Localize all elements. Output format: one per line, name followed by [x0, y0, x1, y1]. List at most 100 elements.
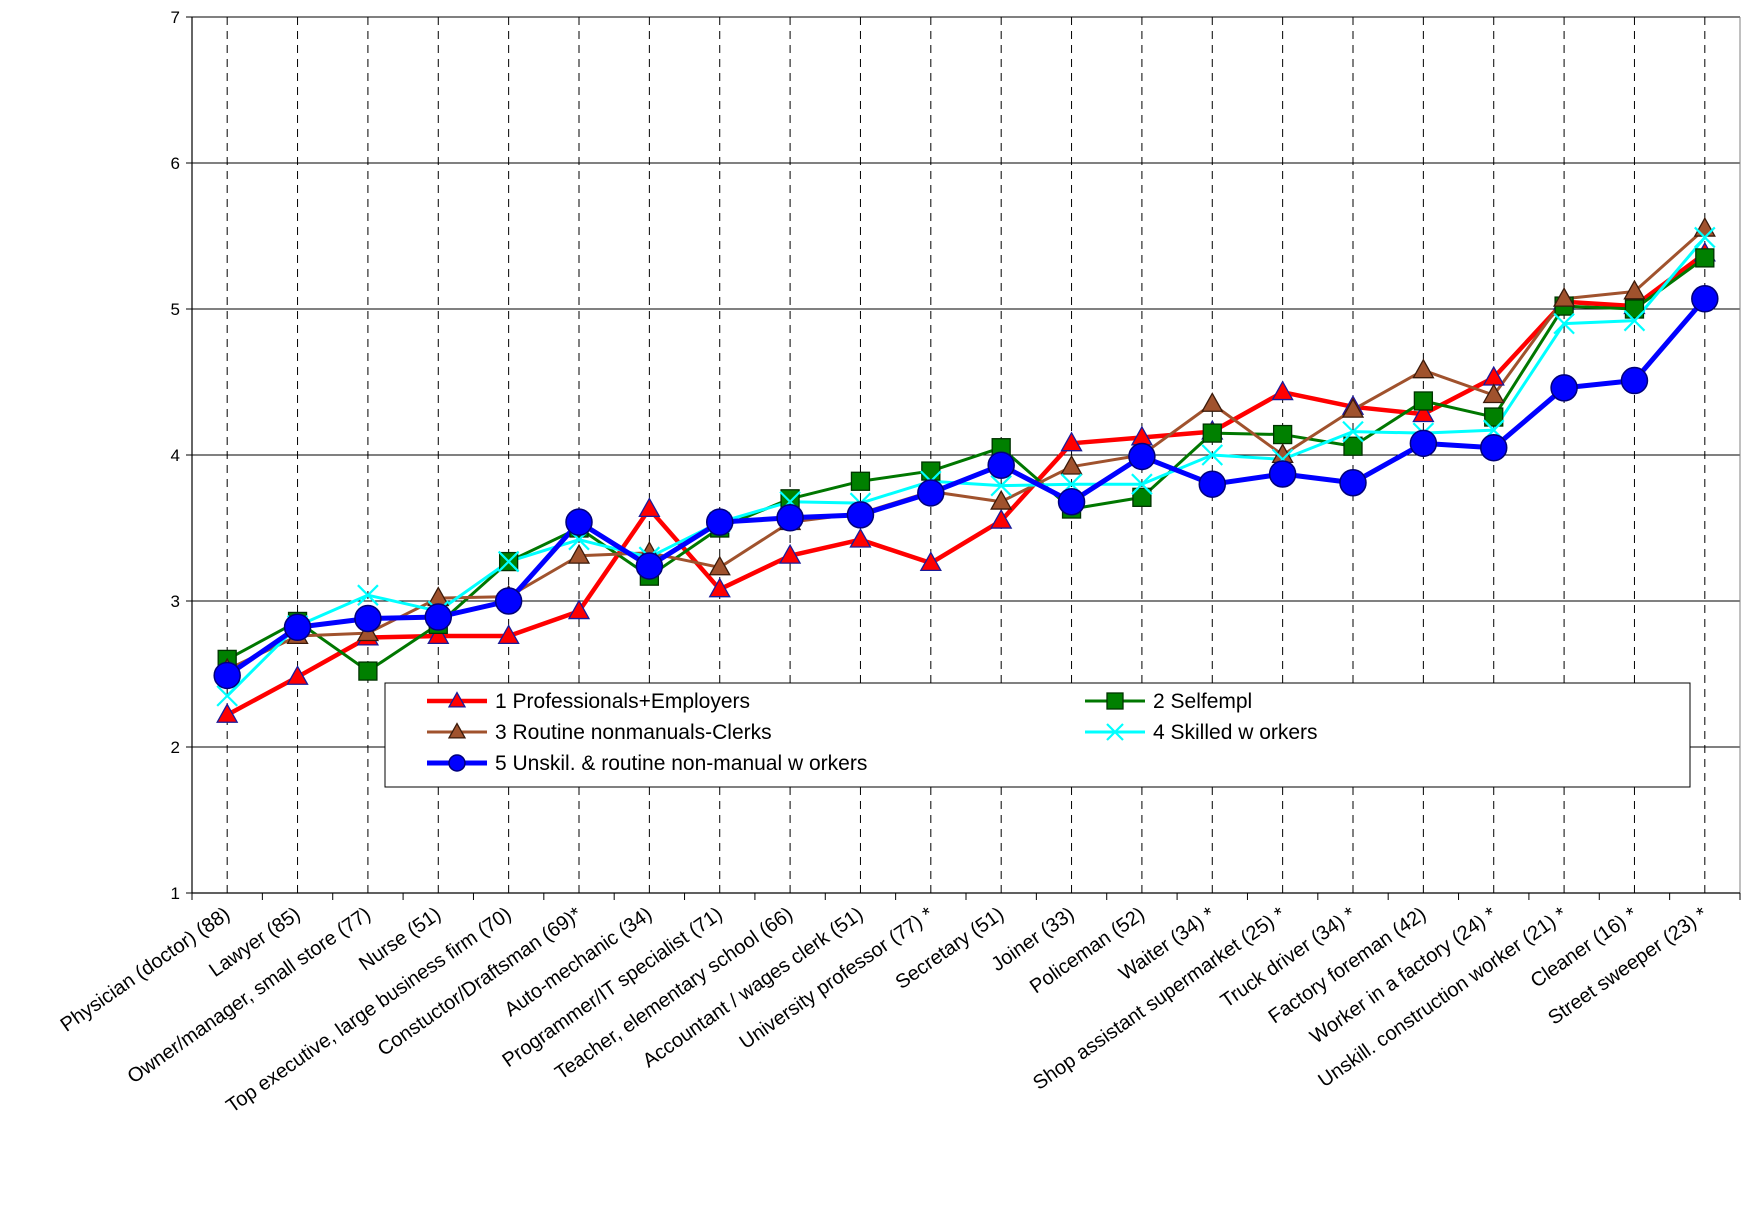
legend-entry: 3 Routine nonmanuals-Clerks — [427, 721, 772, 744]
data-point-square — [1343, 436, 1363, 456]
data-point-triangle — [849, 527, 872, 548]
y-tick-label: 6 — [171, 154, 180, 173]
data-point-circle — [283, 613, 312, 642]
data-point-circle — [846, 501, 875, 529]
legend: 1 Professionals+Employers 2 Selfempl 3 Rou… — [384, 682, 1691, 788]
data-point-triangle — [778, 543, 802, 564]
data-point-square — [1413, 391, 1434, 411]
legend-entry: 5 Unskil. & routine non-manual w orkers — [427, 752, 867, 775]
data-point-triangle — [1412, 358, 1435, 379]
y-tick-label: 2 — [171, 738, 180, 757]
legend-entry: 1 Professionals+Employers — [427, 690, 750, 713]
data-point-triangle — [1412, 402, 1435, 423]
data-point-square — [850, 471, 871, 491]
legend-label: 2 Selfempl — [1153, 690, 1252, 713]
data-point-triangle — [286, 665, 309, 685]
y-tick-label: 4 — [171, 446, 180, 465]
data-point-circle — [917, 479, 945, 507]
series-line — [226, 256, 1706, 673]
data-point-triangle — [216, 703, 239, 723]
data-point-x — [990, 474, 1012, 497]
data-point-circle — [494, 587, 523, 615]
data-point-x — [497, 550, 520, 573]
data-point-triangle — [497, 624, 520, 645]
data-point-circle — [354, 604, 382, 633]
data-point-triangle — [1341, 397, 1365, 418]
x-tick-label: Shop assistant supermarket (25) * — [1029, 903, 1289, 1095]
data-point-square — [358, 661, 378, 681]
data-point-triangle — [1201, 392, 1224, 412]
legend-entry: 2 Selfempl — [1085, 690, 1252, 713]
legend-label: 4 Skilled w orkers — [1153, 721, 1318, 744]
data-point-circle — [635, 552, 664, 580]
data-point-triangle — [567, 543, 591, 564]
series-3 — [226, 227, 1706, 671]
data-point-circle — [1691, 285, 1719, 313]
data-point-triangle — [1693, 216, 1716, 237]
data-point-circle — [705, 508, 734, 536]
series-2 — [226, 256, 1706, 673]
data-point-circle — [1550, 374, 1578, 402]
data-point-square — [1272, 424, 1293, 445]
legend-label: 1 Professionals+Employers — [495, 690, 750, 713]
data-point-circle — [1620, 366, 1649, 395]
series-line — [226, 251, 1707, 717]
data-point-square — [1624, 299, 1645, 319]
data-point-circle — [776, 504, 804, 532]
data-point-triangle — [447, 691, 467, 708]
y-tick-label: 7 — [171, 8, 180, 27]
data-point-triangle — [1482, 383, 1505, 404]
data-point-circle — [1057, 487, 1086, 516]
y-tick-label: 5 — [171, 300, 180, 319]
series-line — [226, 227, 1706, 671]
data-point-triangle — [1060, 431, 1083, 452]
data-point-x — [1694, 226, 1716, 249]
data-point-x — [357, 584, 379, 606]
data-point-triangle — [567, 599, 591, 620]
y-tick-label: 3 — [171, 592, 180, 611]
data-point-square — [1484, 407, 1504, 427]
data-point-x — [1623, 309, 1646, 332]
data-point-triangle — [990, 508, 1013, 529]
series-lines — [213, 216, 1719, 723]
legend-box — [384, 682, 1691, 788]
series-1 — [226, 251, 1707, 717]
data-point-square — [1695, 248, 1715, 268]
series-line — [225, 297, 1707, 678]
data-point-triangle — [708, 555, 731, 576]
legend-label: 3 Routine nonmanuals-Clerks — [495, 721, 772, 744]
data-point-circle — [565, 508, 593, 536]
series-line — [226, 236, 1706, 697]
data-point-circle — [424, 603, 453, 631]
legend-entry: 4 Skilled w orkers — [1085, 721, 1318, 744]
data-point-x — [1342, 420, 1364, 443]
series-4 — [226, 236, 1706, 697]
data-point-circle — [1409, 429, 1438, 458]
data-point-triangle — [1060, 454, 1083, 475]
data-point-circle — [1128, 442, 1156, 471]
series-5 — [225, 297, 1707, 678]
series-5-markers — [213, 285, 1719, 690]
data-point-circle — [213, 661, 241, 690]
data-point-square — [1106, 692, 1124, 710]
data-point-triangle — [1271, 380, 1294, 401]
data-point-circle — [987, 451, 1015, 479]
data-point-square — [921, 461, 941, 481]
data-point-x — [216, 685, 238, 707]
data-point-triangle — [990, 489, 1013, 510]
data-point-circle — [1198, 470, 1227, 498]
data-point-x — [1106, 723, 1124, 741]
data-point-circle — [448, 754, 466, 772]
data-point-triangle — [427, 624, 450, 645]
x-tick-label: Owner/manager, small store (77) — [124, 903, 375, 1088]
data-point-square — [1132, 487, 1152, 507]
data-point-triangle — [1623, 279, 1646, 300]
data-point-x — [1553, 312, 1575, 335]
data-point-circle — [1339, 468, 1367, 497]
data-point-x — [1201, 444, 1224, 466]
data-point-triangle — [919, 551, 942, 572]
data-point-x — [1131, 473, 1153, 495]
